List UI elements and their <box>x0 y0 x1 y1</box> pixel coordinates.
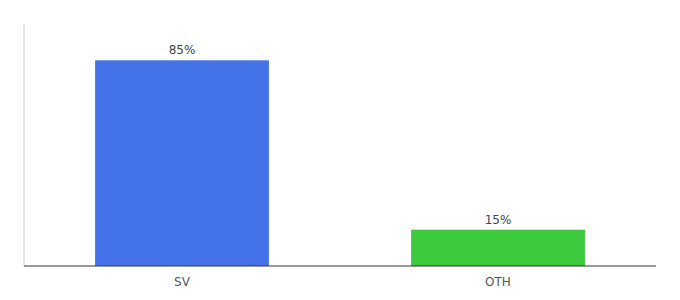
x-tick-label: SV <box>174 275 191 289</box>
bar <box>411 230 585 266</box>
chart-container: 85% 15% SV OTH <box>0 0 680 300</box>
data-label: 85% <box>169 43 196 57</box>
chart-svg: 85% 15% SV OTH <box>0 0 680 300</box>
bar <box>95 60 269 266</box>
x-axis-line <box>24 266 656 267</box>
x-tick-label: OTH <box>485 275 511 289</box>
data-label: 15% <box>485 213 512 227</box>
bars <box>95 60 585 266</box>
y-axis-line <box>24 24 25 266</box>
